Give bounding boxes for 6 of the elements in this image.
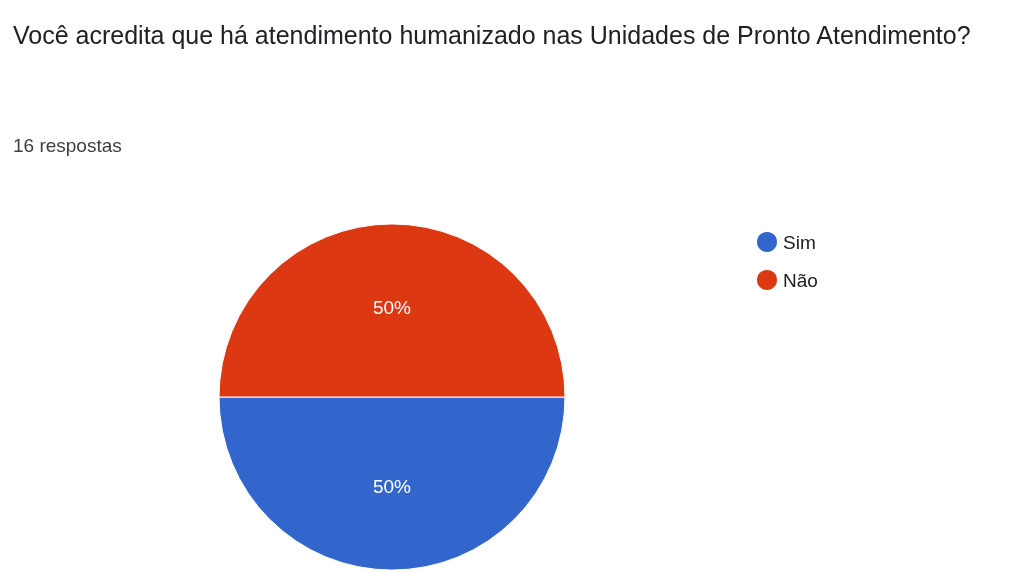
legend-label: Sim [783, 231, 816, 253]
chart-title: Você acredita que há atendimento humanizado nas Unidades de Pronto Atendimento? [13, 21, 971, 49]
legend-label: Não [783, 269, 818, 291]
chart-subtitle: 16 respostas [13, 135, 122, 156]
data-label: 50% [372, 297, 412, 318]
data-label: 50% [372, 476, 412, 497]
